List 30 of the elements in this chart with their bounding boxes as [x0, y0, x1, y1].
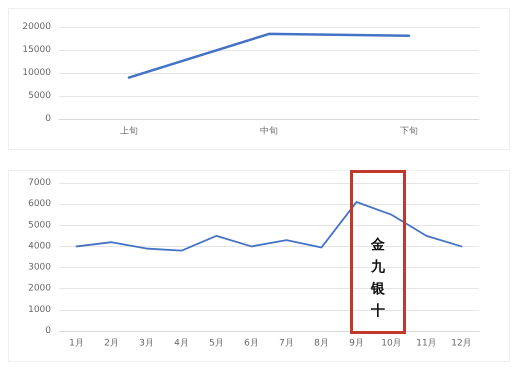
- y-tick-label: 4000: [28, 241, 52, 252]
- x-tick-label: 1月: [69, 338, 84, 348]
- y-tick-label: 2000: [28, 284, 52, 294]
- x-tick-label: 12月: [451, 338, 472, 348]
- line-series: [76, 201, 462, 252]
- y-tick-label: 1000: [28, 304, 52, 315]
- x-tick-label: 9月: [349, 338, 364, 348]
- x-tick-label: 3月: [139, 338, 154, 348]
- x-tick-label: 8月: [314, 338, 329, 348]
- x-tick-label: 7月: [279, 338, 294, 348]
- y-tick-label: 5000: [28, 220, 52, 230]
- y-tick-label: 15000: [22, 45, 52, 55]
- y-tick-label: 0: [45, 114, 52, 124]
- annotation: 金九银十: [370, 236, 386, 321]
- x-tick-label: 中旬: [260, 126, 278, 136]
- x-tick-label: 2月: [104, 338, 119, 348]
- y-tick-label: 0: [45, 326, 52, 336]
- x-tick-label: 10月: [381, 338, 402, 348]
- y-tick-label: 5000: [28, 91, 52, 101]
- x-tick-label: 4月: [174, 338, 189, 348]
- y-tick-label: 20000: [22, 22, 52, 32]
- x-tick-label: 11月: [416, 338, 437, 348]
- y-tick-label: 3000: [28, 262, 52, 273]
- y-tick-label: 6000: [28, 199, 52, 210]
- x-tick-label: 5月: [209, 338, 224, 348]
- y-tick-label: 7000: [28, 178, 52, 188]
- y-tick-label: 10000: [22, 68, 52, 78]
- x-tick-label: 6月: [244, 338, 259, 348]
- x-tick-label: 下旬: [400, 126, 418, 136]
- x-tick-label: 上旬: [120, 126, 138, 136]
